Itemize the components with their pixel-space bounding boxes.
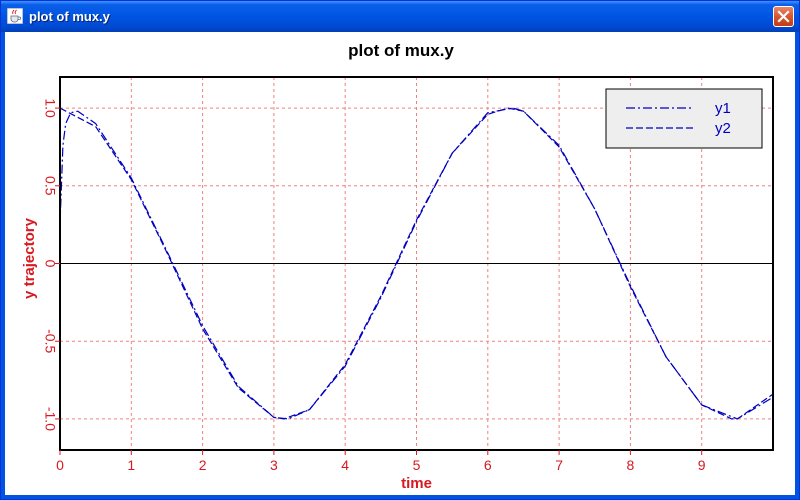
x-tick-label: 7 [555, 457, 563, 473]
y-tick-label: 0.5 [42, 176, 58, 196]
window-title: plot of mux.y [29, 9, 110, 24]
x-axis-label: time [401, 475, 432, 492]
close-button[interactable] [773, 6, 794, 27]
legend: y1 y2 [605, 88, 763, 149]
x-tick-label: 4 [341, 457, 349, 473]
y-tick-label: -1.0 [42, 407, 58, 431]
window-frame-bottom [1, 495, 799, 499]
legend-label-y2: y2 [715, 120, 731, 137]
y-axis-label: y trajectory [21, 217, 38, 299]
x-tick-label: 8 [627, 457, 635, 473]
chart: plot of mux.y 0 1 2 3 4 5 6 7 8 9 1.0 0.5 0 -0.5 -1.0… [21, 41, 774, 492]
y-axis-ticks: 1.0 0.5 0 -0.5 -1.0 [42, 98, 60, 431]
x-axis-ticks: 0 1 2 3 4 5 6 7 8 9 [56, 450, 706, 473]
window-frame-left [1, 32, 5, 499]
x-tick-label: 6 [484, 457, 492, 473]
x-tick-label: 3 [270, 457, 278, 473]
chart-title: plot of mux.y [348, 41, 454, 60]
legend-box [605, 88, 763, 149]
y-tick-label: -0.5 [42, 329, 58, 353]
title-bar[interactable]: plot of mux.y [1, 1, 799, 32]
y-tick-label: 0 [42, 260, 58, 268]
series-layer [59, 107, 774, 420]
x-tick-label: 1 [127, 457, 135, 473]
y-tick-label: 1.0 [42, 98, 58, 118]
java-cup-icon [7, 8, 23, 24]
x-tick-label: 2 [199, 457, 207, 473]
x-tick-label: 5 [413, 457, 421, 473]
legend-label-y1: y1 [715, 100, 731, 117]
series-line-y2 [59, 107, 774, 420]
plot-area: plot of mux.y 0 1 2 3 4 5 6 7 8 9 1.0 0.5 0 -0.5 -1.0… [5, 32, 795, 495]
x-tick-label: 9 [698, 457, 706, 473]
close-icon [777, 10, 790, 23]
window-frame-right [795, 32, 799, 499]
x-tick-label: 0 [56, 457, 64, 473]
